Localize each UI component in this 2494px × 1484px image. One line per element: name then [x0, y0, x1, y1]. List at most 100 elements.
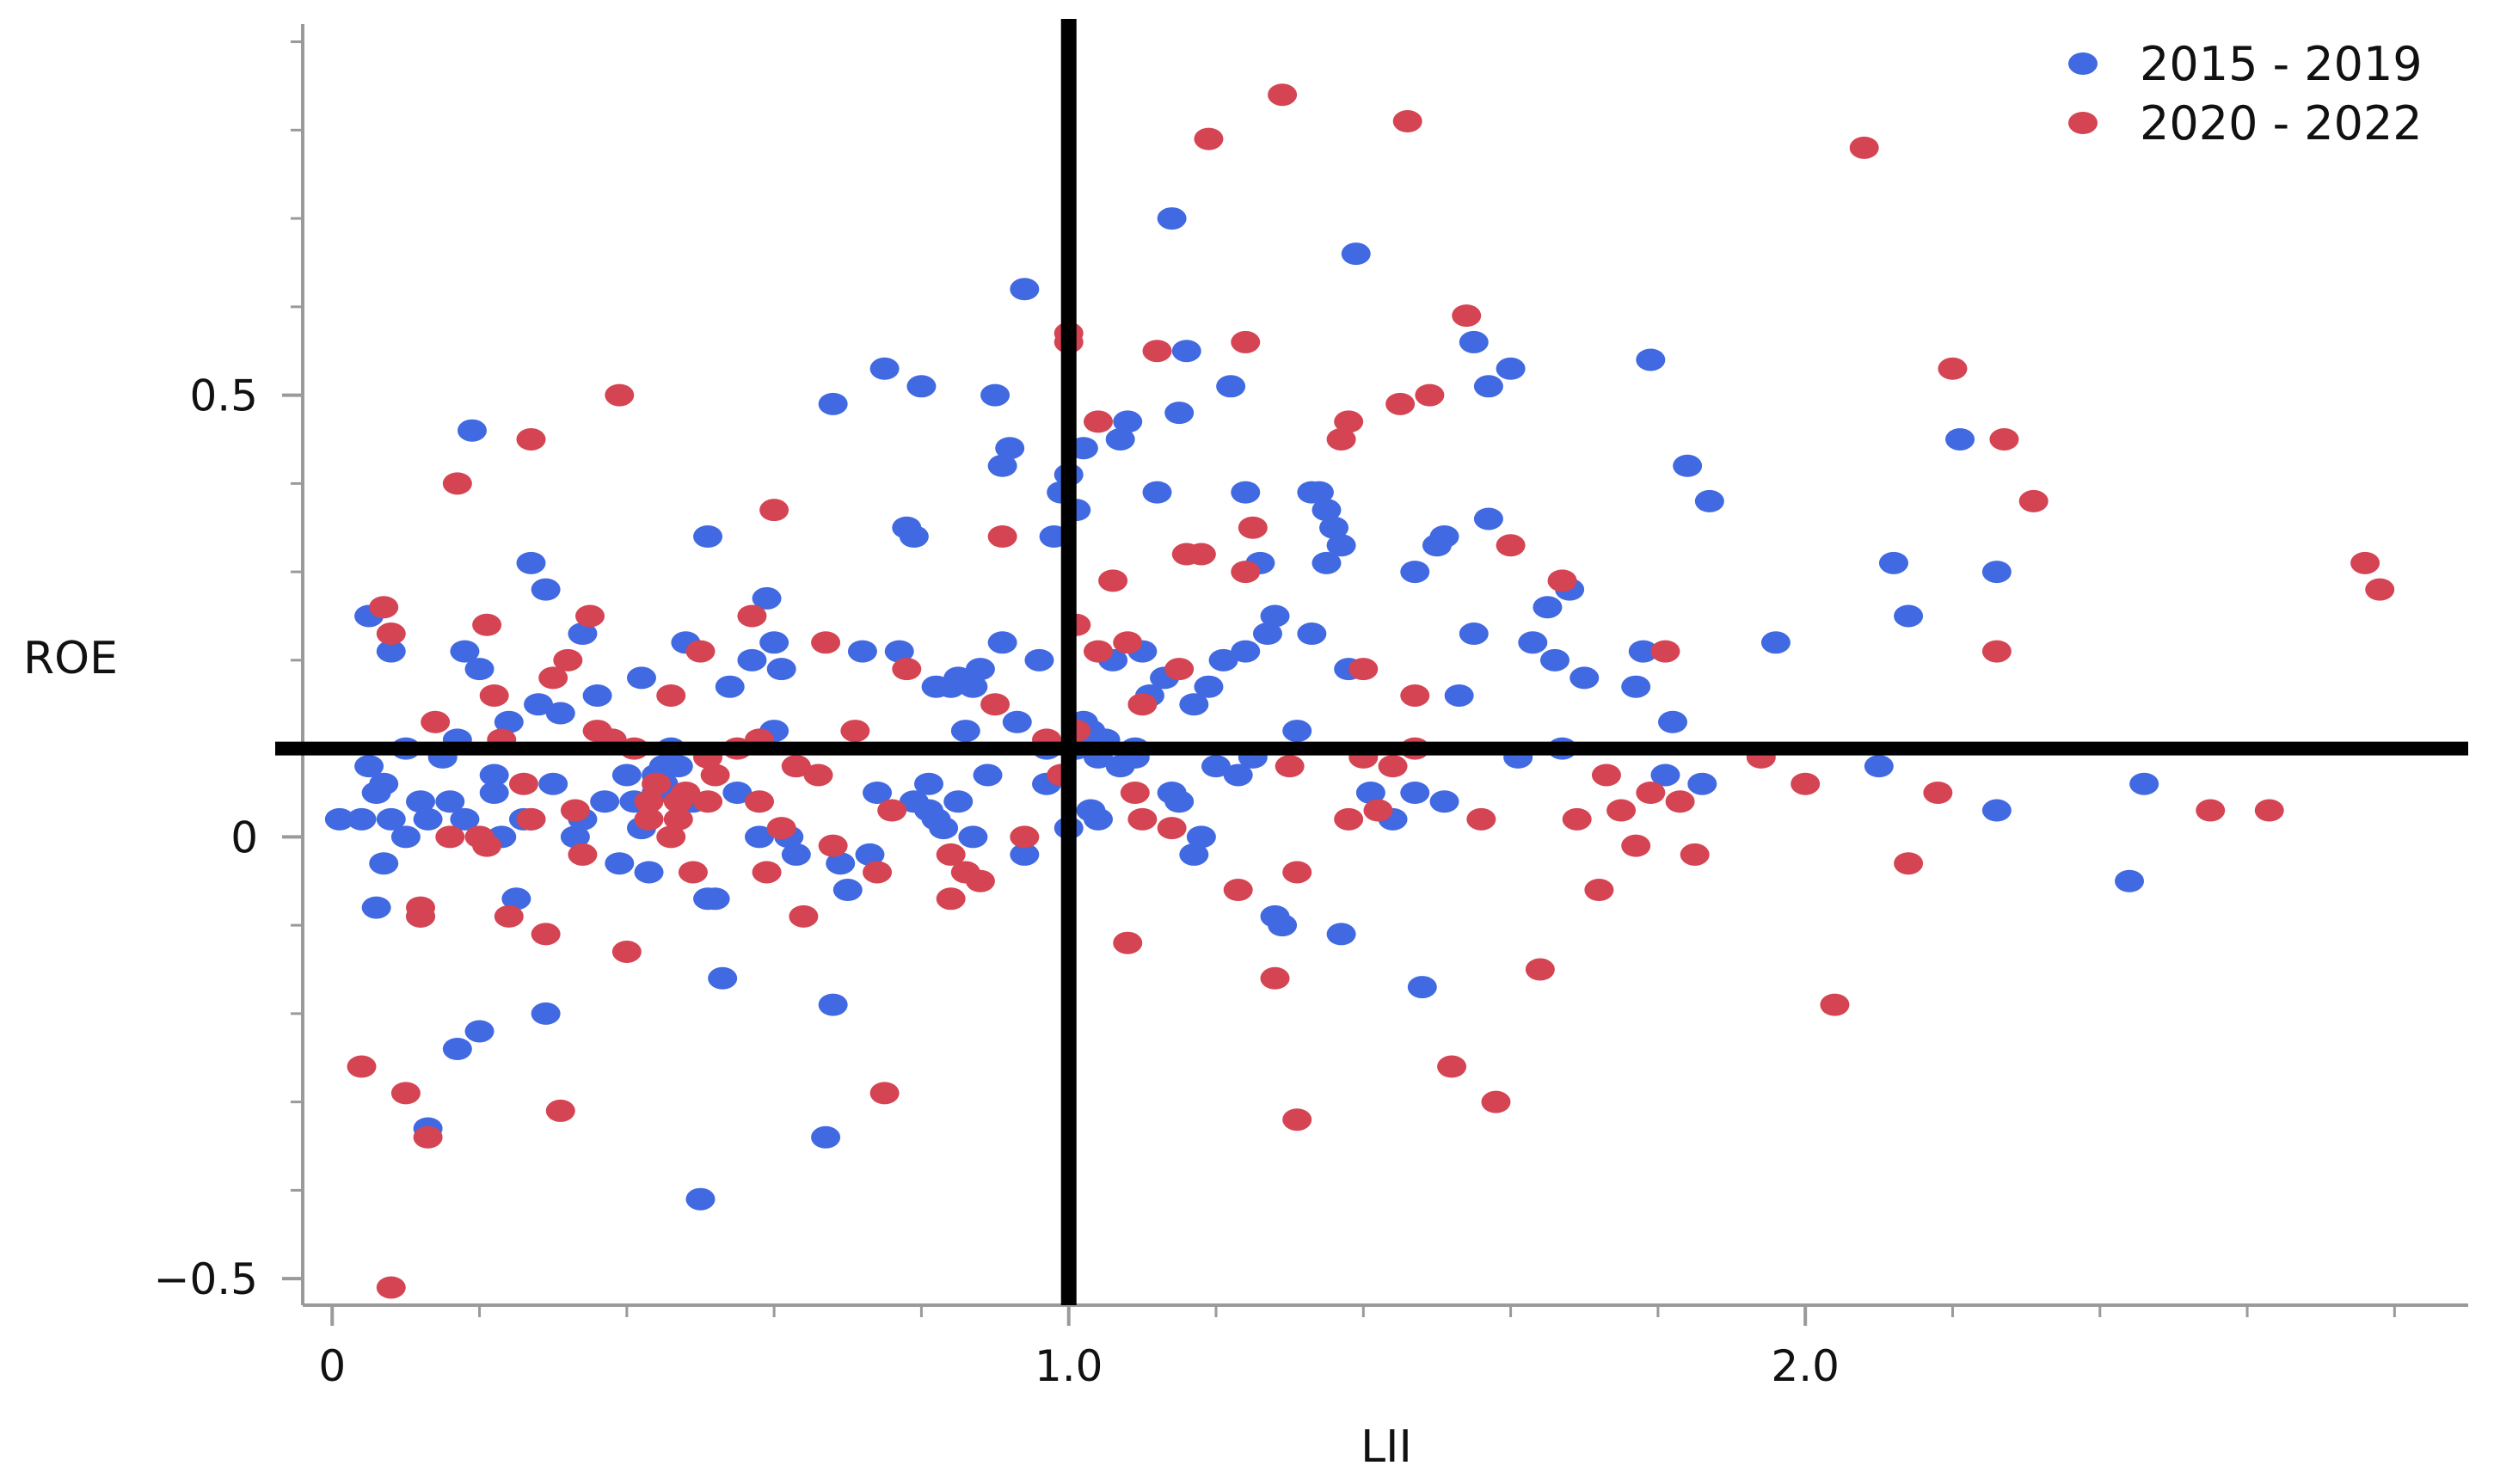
- data-point: [811, 631, 841, 654]
- data-point: [759, 499, 789, 522]
- y-tick-label: −0.5: [154, 1254, 258, 1304]
- data-point: [1878, 551, 1908, 574]
- data-point: [1164, 658, 1195, 681]
- data-point: [464, 1020, 494, 1043]
- data-point: [1584, 879, 1614, 902]
- data-point: [745, 790, 775, 813]
- data-point: [369, 772, 399, 795]
- data-point: [1326, 427, 1356, 451]
- data-point: [1429, 790, 1459, 813]
- data-point: [1216, 375, 1246, 398]
- data-point: [1400, 561, 1430, 584]
- data-point: [671, 782, 701, 804]
- data-point: [678, 861, 708, 884]
- data-point: [1179, 693, 1209, 716]
- data-point: [1186, 543, 1216, 566]
- x-tick-label: 0: [318, 1341, 346, 1391]
- data-point: [1665, 790, 1695, 813]
- data-point: [1680, 843, 1710, 866]
- data-point: [1694, 489, 1724, 512]
- data-point: [1319, 516, 1349, 539]
- data-point: [1473, 375, 1503, 398]
- data-point: [435, 825, 465, 849]
- data-point: [656, 825, 686, 849]
- data-point: [369, 852, 399, 875]
- data-point: [1466, 807, 1496, 831]
- x-tick-label: 1.0: [1035, 1341, 1103, 1391]
- data-point: [347, 1055, 377, 1078]
- data-point: [369, 596, 399, 619]
- data-point: [1894, 852, 1924, 875]
- data-point: [693, 525, 723, 548]
- data-point: [700, 763, 730, 787]
- data-point: [1437, 1055, 1467, 1078]
- data-point: [442, 1038, 472, 1060]
- data-point: [450, 640, 480, 663]
- data-point: [472, 834, 502, 857]
- data-point: [1687, 772, 1717, 795]
- data-point: [715, 675, 745, 698]
- data-point: [1429, 525, 1459, 548]
- y-tick-label: 0.5: [189, 371, 258, 421]
- data-point: [1547, 569, 1577, 592]
- data-point: [472, 613, 502, 636]
- legend-label-2: 2020 - 2022: [2140, 96, 2423, 150]
- data-point: [1113, 931, 1143, 954]
- legend-marker-2: [2068, 112, 2098, 134]
- data-point: [832, 879, 863, 902]
- data-point: [1562, 807, 1592, 831]
- data-point: [855, 843, 885, 866]
- data-point: [1481, 1090, 1511, 1113]
- data-point: [531, 1002, 561, 1025]
- data-point: [1591, 763, 1621, 787]
- data-point: [1238, 516, 1268, 539]
- data-point: [1525, 958, 1555, 981]
- data-point: [1452, 304, 1482, 328]
- data-point: [987, 525, 1017, 548]
- data-point: [1157, 207, 1187, 230]
- data-point: [1415, 383, 1445, 407]
- legend-item-1: 2015 - 2019: [2068, 37, 2423, 91]
- x-axis-title: LII: [1361, 1421, 1412, 1473]
- data-point: [708, 966, 738, 990]
- data-point: [973, 763, 1003, 787]
- data-point: [413, 807, 443, 831]
- data-point: [1407, 976, 1437, 999]
- data-point: [494, 905, 524, 928]
- data-point: [1120, 782, 1150, 804]
- data-point: [1636, 348, 1666, 371]
- y-axis-title: ROE: [23, 633, 118, 684]
- data-point: [958, 825, 988, 849]
- data-point: [324, 807, 354, 831]
- data-point: [545, 702, 575, 725]
- data-point: [575, 604, 605, 628]
- data-point: [524, 693, 554, 716]
- data-point: [752, 586, 782, 610]
- data-point: [759, 631, 789, 654]
- data-point: [899, 525, 929, 548]
- data-point: [863, 782, 893, 804]
- data-point: [1252, 622, 1282, 646]
- data-point: [980, 383, 1010, 407]
- data-point: [663, 755, 693, 778]
- data-point: [1223, 879, 1253, 902]
- data-point: [1010, 825, 1040, 849]
- data-point: [1392, 110, 1422, 133]
- data-point: [516, 427, 546, 451]
- data-point: [1636, 782, 1666, 804]
- data-point: [685, 1187, 716, 1211]
- data-point: [700, 887, 730, 911]
- y-axis: −0.5 0 0.5: [154, 24, 304, 1305]
- data-point: [1231, 561, 1261, 584]
- data-point: [376, 1276, 406, 1299]
- data-point: [789, 905, 819, 928]
- data-point: [1760, 631, 1791, 654]
- data-point: [1326, 534, 1356, 557]
- data-point: [1981, 799, 2012, 822]
- data-point: [1849, 136, 1879, 159]
- data-point: [421, 710, 451, 733]
- data-point: [1945, 427, 1975, 451]
- data-point: [826, 852, 856, 875]
- data-point: [737, 604, 767, 628]
- data-point: [1164, 402, 1195, 425]
